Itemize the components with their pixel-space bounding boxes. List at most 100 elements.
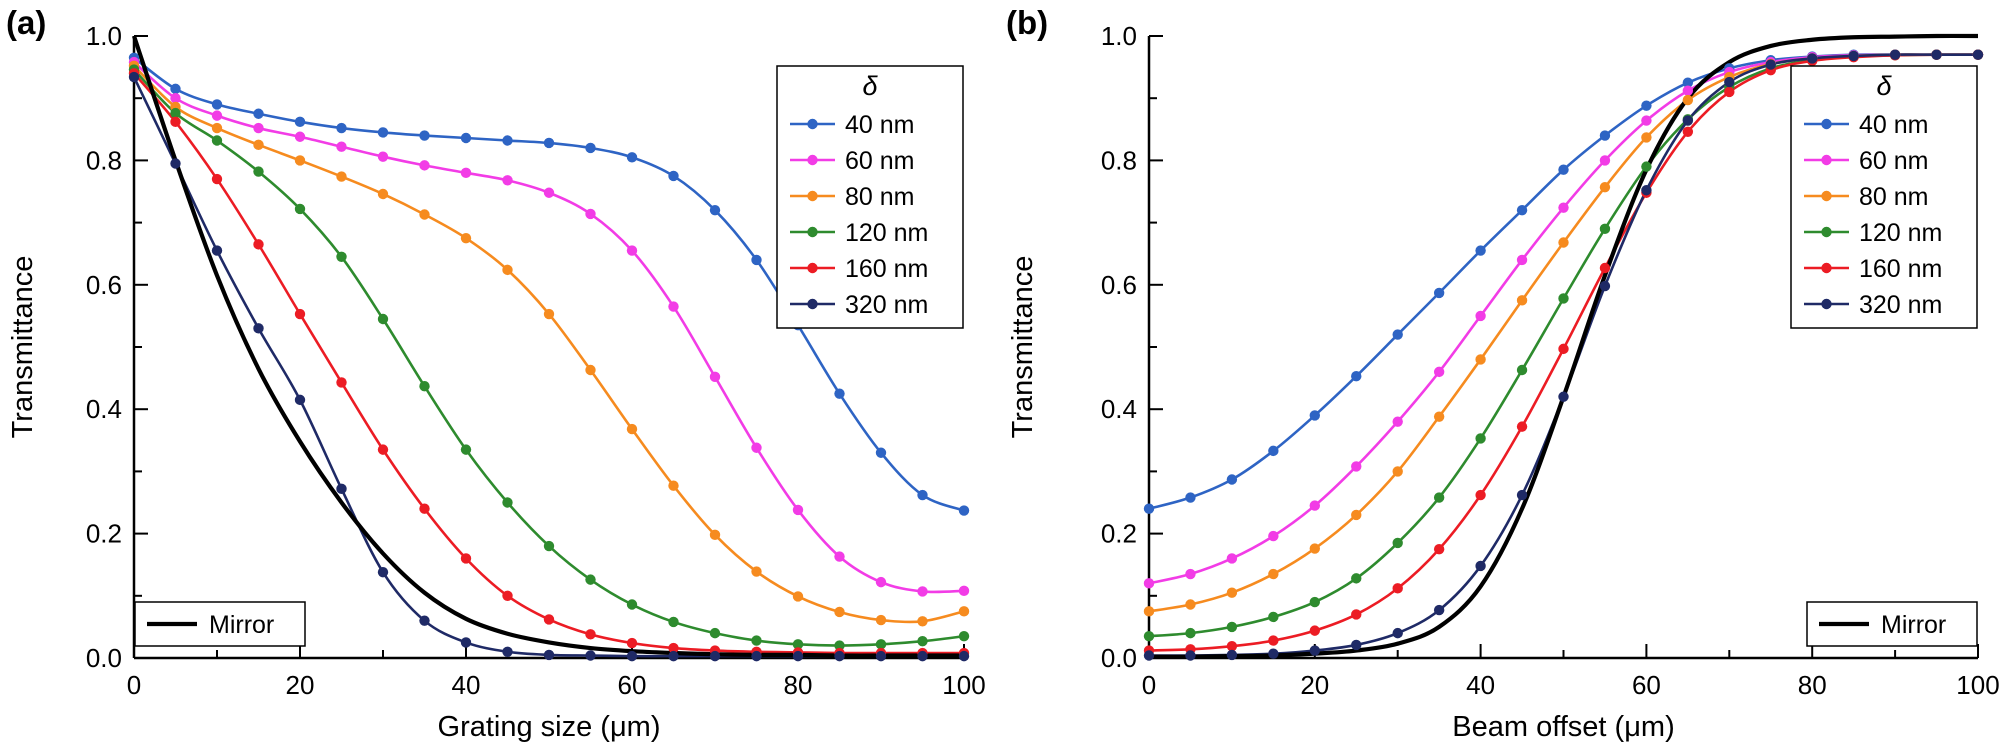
marker-60-nm <box>585 208 596 220</box>
marker-80-nm <box>626 423 638 435</box>
mirror-legend: Mirror <box>134 601 306 647</box>
marker-160-nm <box>1351 609 1362 620</box>
marker-60-nm <box>1143 578 1155 589</box>
marker-320-nm <box>170 158 181 169</box>
panel-label: (b) <box>1006 4 1048 41</box>
curve-120-nm <box>133 68 965 647</box>
marker-40-nm <box>377 127 389 138</box>
y-tick-label: 0.0 <box>1101 643 1137 673</box>
marker-120-nm <box>1433 492 1445 503</box>
marker-160-nm <box>502 590 513 601</box>
panel-b-chart: 0 20 40 60 80 100 0.0 0.2 0.4 0.6 0.8 1.0 Beam offse… <box>1006 4 2000 743</box>
marker-160-nm <box>668 642 679 654</box>
marker-320-nm <box>377 566 389 578</box>
legend-entry-40-nm: 40 nm <box>790 111 914 139</box>
y-tick-label: 0.2 <box>86 519 122 549</box>
marker-320-nm <box>1599 280 1611 292</box>
marker-40-nm <box>294 116 306 128</box>
marker-320-nm <box>917 650 928 662</box>
marker-160-nm <box>419 503 430 514</box>
legend-label-120-nm: 120 nm <box>845 219 928 247</box>
marker-40-nm <box>211 99 223 110</box>
marker-120-nm <box>1185 627 1196 639</box>
marker-40-nm <box>1682 77 1694 88</box>
marker-120-nm <box>958 631 970 642</box>
marker-320-nm <box>1558 391 1569 402</box>
marker-320-nm <box>1392 627 1403 639</box>
y-tick-label: 1.0 <box>86 21 122 51</box>
y-tick-label: 0.4 <box>1101 394 1137 424</box>
x-tick-label: 80 <box>1798 670 1827 700</box>
legend-marker-sample <box>1821 298 1832 310</box>
marker-120-nm <box>585 574 596 585</box>
marker-80-nm <box>502 264 513 276</box>
marker-320-nm <box>1185 650 1196 661</box>
marker-160-nm <box>294 308 306 320</box>
marker-80-nm <box>211 122 223 134</box>
marker-320-nm <box>1309 645 1320 656</box>
marker-40-nm <box>253 108 264 119</box>
marker-80-nm <box>668 480 679 491</box>
marker-80-nm <box>294 155 306 166</box>
legend-marker-sample <box>807 226 818 238</box>
marker-80-nm <box>543 308 555 320</box>
x-tick-label: 20 <box>1300 670 1329 700</box>
marker-160-nm <box>460 553 472 564</box>
y-axis-title: Transmittance <box>7 256 39 439</box>
marker-80-nm <box>1143 606 1155 617</box>
marker-160-nm <box>1682 126 1694 137</box>
marker-60-nm <box>1475 310 1486 322</box>
marker-40-nm <box>1226 474 1238 485</box>
legend-marker-sample <box>1821 262 1832 274</box>
marker-60-nm <box>543 187 555 198</box>
marker-160-nm <box>1599 262 1611 274</box>
marker-160-nm <box>1226 640 1238 652</box>
marker-60-nm <box>1185 568 1196 580</box>
marker-80-nm <box>585 364 596 376</box>
y-tick-label: 0.6 <box>1101 270 1137 300</box>
marker-80-nm <box>1433 411 1445 422</box>
curve-160-nm <box>133 72 964 655</box>
marker-160-nm <box>211 173 223 185</box>
legend-marker-sample <box>1821 190 1832 202</box>
marker-40-nm <box>502 135 513 146</box>
marker-320-nm <box>1889 49 1901 60</box>
marker-80-nm <box>792 591 804 602</box>
marker-60-nm <box>1516 254 1528 266</box>
marker-320-nm <box>294 394 306 406</box>
y-tick-label: 0.8 <box>1101 145 1137 175</box>
marker-80-nm <box>709 529 721 541</box>
legend-label-320-nm: 320 nm <box>1859 291 1942 319</box>
marker-80-nm <box>875 614 887 626</box>
marker-60-nm <box>253 122 264 134</box>
legend-label-80-nm: 80 nm <box>1859 183 1928 211</box>
marker-40-nm <box>1268 445 1279 457</box>
marker-80-nm <box>1309 543 1320 554</box>
marker-60-nm <box>336 141 347 152</box>
marker-320-nm <box>1351 639 1362 651</box>
marker-320-nm <box>875 650 887 662</box>
legend-marker-sample <box>807 154 818 166</box>
marker-120-nm <box>1475 433 1486 444</box>
x-tick-label: 20 <box>286 670 315 700</box>
marker-320-nm <box>709 650 721 662</box>
legend-label-40-nm: 40 nm <box>845 111 914 139</box>
legend-title: δ <box>1876 71 1892 101</box>
marker-40-nm <box>709 204 721 216</box>
marker-60-nm <box>668 301 679 312</box>
marker-80-nm <box>1185 599 1196 610</box>
marker-120-nm <box>336 251 347 263</box>
plot-area: 0 20 40 60 80 100 0.0 0.2 0.4 0.6 0.8 1.0 Grating si… <box>7 21 986 743</box>
mirror-legend-label: Mirror <box>209 611 274 639</box>
legend-marker-sample <box>1821 226 1832 238</box>
marker-120-nm <box>917 636 928 647</box>
marker-320-nm <box>1641 185 1652 196</box>
marker-60-nm <box>1641 115 1652 126</box>
marker-80-nm <box>1516 295 1528 306</box>
legend-marker-sample <box>807 298 818 310</box>
marker-40-nm <box>626 152 638 163</box>
marker-160-nm <box>1392 583 1403 594</box>
marker-320-nm <box>460 637 472 648</box>
marker-80-nm <box>377 188 389 200</box>
marker-160-nm <box>1475 489 1486 501</box>
